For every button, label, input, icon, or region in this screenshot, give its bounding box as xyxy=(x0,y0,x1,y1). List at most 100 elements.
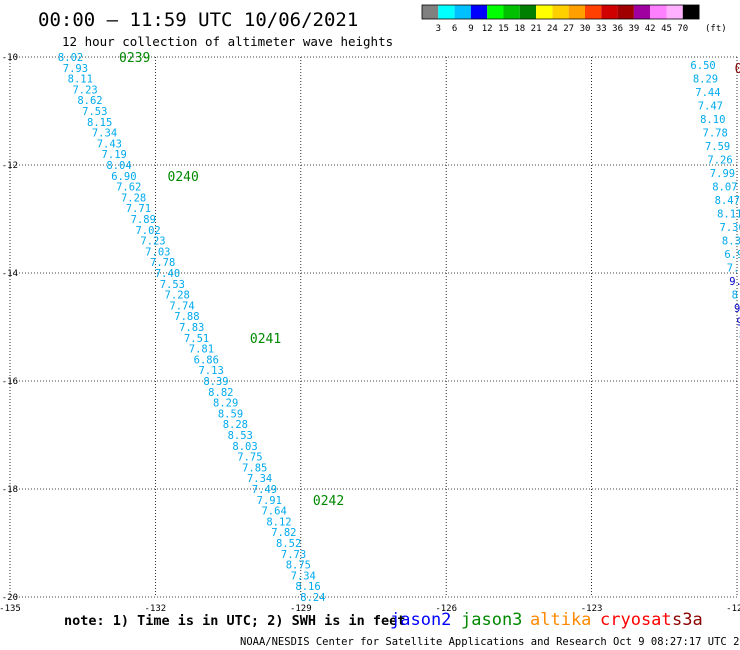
y-tick-label: -14 xyxy=(2,269,18,279)
colorbar-swatch xyxy=(487,5,504,19)
swh-value-jason3: 7.23 xyxy=(72,84,97,96)
swh-value-jason3: 8.59 xyxy=(218,408,243,420)
swh-value-jason3: 7.64 xyxy=(261,506,286,518)
colorbar-swatch xyxy=(503,5,520,19)
chart-subtitle: 12 hour collection of altimeter wave hei… xyxy=(62,34,393,49)
swh-value-jason3: 7.34 xyxy=(291,570,316,582)
swh-value-cryosat: 7.47 xyxy=(698,101,723,113)
colorbar-swatch xyxy=(601,5,618,19)
swh-value-jason3: 7.53 xyxy=(82,106,107,118)
swh-value-jason3: 7.78 xyxy=(150,257,175,269)
swh-value-jason3: 7.23 xyxy=(140,236,165,248)
y-tick-label: -16 xyxy=(2,377,18,387)
pass-time-labels: 02390240024102420612061 xyxy=(119,51,740,509)
colorbar-label: 9 xyxy=(468,24,473,34)
swh-value-jason3: 7.91 xyxy=(257,495,282,507)
y-tick-label: -18 xyxy=(2,485,18,495)
x-axis-tick-labels: -135 -132 -129 -126 -123 -12( xyxy=(0,604,740,614)
legend-entry-jason2: jason2 xyxy=(390,610,451,630)
colorbar-swatch xyxy=(666,5,683,19)
x-tick-label: -12( xyxy=(726,604,740,614)
swh-value-cryosat: 7.36 xyxy=(720,222,740,234)
colorbar-swatch xyxy=(519,5,537,19)
swh-value-jason3: 8.12 xyxy=(266,516,291,528)
satellite-legend: jason2 jason3 altika cryosat s3a xyxy=(390,610,703,630)
y-axis-tick-labels: -10 -12 -14 -16 -18 -20 xyxy=(2,53,18,603)
swh-value-jason3: 7.28 xyxy=(165,290,190,302)
swh-value-jason3: 7.34 xyxy=(247,473,272,485)
swh-value-jason3: 8.03 xyxy=(232,441,257,453)
pass-time-cryosat: 0612 xyxy=(735,62,740,77)
wave-height-values: 8.027.938.117.238.627.538.157.347.437.19… xyxy=(58,52,740,604)
colorbar-label: 21 xyxy=(531,24,542,34)
swh-value-jason3: 7.93 xyxy=(63,63,88,75)
swh-value-jason3: 7.02 xyxy=(135,225,160,237)
colorbar-swatch xyxy=(585,5,602,19)
swh-value-cryosat: 8.47 xyxy=(715,195,740,207)
colorbar-swatch xyxy=(568,5,585,19)
swh-value-cryosat: 8.29 xyxy=(693,74,718,86)
swh-value-jason3: 8.39 xyxy=(203,376,228,388)
swh-value-jason3: 7.19 xyxy=(102,149,127,161)
colorbar-label: 45 xyxy=(661,24,672,34)
swh-value-cryosat: 7.44 xyxy=(695,87,720,99)
chart-title: 00:00 – 11:59 UTC 10/06/2021 xyxy=(38,9,358,31)
x-tick-label: -135 xyxy=(0,604,21,614)
swh-value-cryosat: 9.26 xyxy=(734,303,740,315)
swh-value-cryosat: 6.97 xyxy=(724,249,740,261)
colorbar-swatch xyxy=(536,5,553,19)
swh-value-jason3: 7.75 xyxy=(237,452,262,464)
swh-value-cryosat: 8.76 xyxy=(739,330,740,342)
swh-value-jason3: 8.62 xyxy=(77,95,102,107)
colorbar-swatch xyxy=(454,5,471,19)
swh-value-cryosat: 7.26 xyxy=(707,155,732,167)
legend-entry-cryosat: cryosat xyxy=(600,610,672,630)
swh-value-jason3: 7.53 xyxy=(160,279,185,291)
swh-value-jason3: 8.24 xyxy=(300,592,325,604)
legend-entry-s3a: s3a xyxy=(672,610,703,630)
swh-value-jason3: 7.43 xyxy=(97,138,122,150)
swh-value-jason3: 7.88 xyxy=(174,311,199,323)
swh-value-jason3: 8.16 xyxy=(295,581,320,593)
pass-time-jason3: 0242 xyxy=(313,494,344,509)
swh-value-jason3: 7.34 xyxy=(92,128,117,140)
legend-entry-jason3: jason3 xyxy=(461,610,522,630)
swh-value-jason3: 8.52 xyxy=(276,538,301,550)
swh-value-jason3: 7.71 xyxy=(126,203,151,215)
swh-value-jason3: 6.90 xyxy=(111,171,136,183)
pass-time-jason3: 0239 xyxy=(119,51,150,66)
swh-value-jason3: 8.29 xyxy=(213,398,238,410)
swh-value-jason3: 7.74 xyxy=(169,300,194,312)
note-text: note: 1) Time is in UTC; 2) SWH is in fe… xyxy=(64,613,405,629)
colorbar-swatch xyxy=(470,5,488,19)
colorbar: 3 6 9 12 15 18 21 24 27 30 33 36 39 42 45 70 (ft) xyxy=(421,4,727,34)
swh-value-cryosat: 7.99 xyxy=(710,168,735,180)
colorbar-label: 36 xyxy=(612,24,623,34)
colorbar-swatch xyxy=(552,5,569,19)
colorbar-label: 33 xyxy=(596,24,607,34)
swh-value-cryosat: 8.11 xyxy=(717,209,740,221)
swh-value-cryosat: 9.99 xyxy=(729,276,740,288)
x-tick-label: -123 xyxy=(581,604,603,614)
colorbar-label: 27 xyxy=(563,24,574,34)
swh-value-cryosat: 7.59 xyxy=(705,141,730,153)
colorbar-label: 12 xyxy=(482,24,493,34)
swh-value-cryosat: 8.07 xyxy=(712,182,737,194)
colorbar-label: 70 xyxy=(677,24,688,34)
swh-value-jason3: 8.04 xyxy=(106,160,131,172)
swh-value-jason3: 8.15 xyxy=(87,117,112,129)
swh-value-jason3: 8.53 xyxy=(228,430,253,442)
swh-value-jason3: 7.13 xyxy=(198,365,223,377)
swh-value-jason3: 8.75 xyxy=(286,560,311,572)
x-tick-label: -132 xyxy=(145,604,167,614)
colorbar-label: 42 xyxy=(645,24,656,34)
colorbar-swatch xyxy=(682,5,700,19)
colorbar-label: 30 xyxy=(580,24,591,34)
colorbar-unit-label: (ft) xyxy=(705,24,727,34)
swh-value-cryosat: 8.89 xyxy=(732,290,740,302)
colorbar-label: 24 xyxy=(547,24,558,34)
y-tick-label: -10 xyxy=(2,53,18,63)
colorbar-frame xyxy=(421,4,700,20)
x-tick-label: -129 xyxy=(290,604,312,614)
swh-value-cryosat: 6.50 xyxy=(690,60,715,72)
